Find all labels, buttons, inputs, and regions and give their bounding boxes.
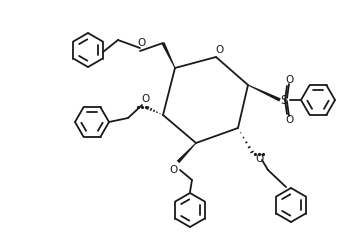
Text: O: O	[170, 165, 178, 175]
Polygon shape	[177, 143, 196, 163]
Text: O: O	[138, 38, 146, 48]
Text: O: O	[285, 115, 293, 125]
Polygon shape	[162, 42, 175, 68]
Text: O: O	[256, 154, 264, 164]
Text: O: O	[142, 94, 150, 104]
Text: O: O	[285, 75, 293, 85]
Text: S: S	[280, 93, 288, 106]
Polygon shape	[248, 85, 281, 102]
Text: O: O	[216, 45, 224, 55]
